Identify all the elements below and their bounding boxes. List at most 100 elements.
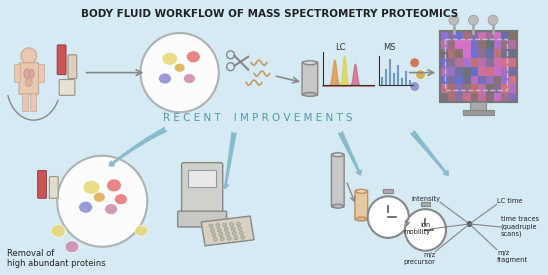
Bar bbox=[501, 31, 509, 40]
Circle shape bbox=[216, 224, 220, 227]
Bar bbox=[455, 31, 463, 40]
Ellipse shape bbox=[184, 74, 195, 84]
Circle shape bbox=[227, 236, 231, 240]
Circle shape bbox=[234, 236, 238, 240]
Bar bbox=[30, 94, 36, 111]
Text: BODY FLUID WORKFLOW OF MASS SPECTROMETRY PROTEOMICS: BODY FLUID WORKFLOW OF MASS SPECTROMETRY… bbox=[81, 9, 458, 19]
Bar bbox=[471, 67, 478, 76]
Text: Removal of
high abundant proteins: Removal of high abundant proteins bbox=[7, 249, 106, 268]
Bar bbox=[486, 84, 494, 94]
Bar bbox=[494, 94, 501, 102]
FancyBboxPatch shape bbox=[178, 211, 227, 227]
Bar bbox=[440, 31, 517, 102]
Circle shape bbox=[236, 222, 241, 226]
Bar bbox=[440, 58, 448, 67]
Bar bbox=[440, 40, 448, 49]
Text: time traces
(quadruple
scans): time traces (quadruple scans) bbox=[501, 216, 539, 237]
FancyBboxPatch shape bbox=[38, 170, 47, 198]
Bar bbox=[494, 40, 501, 49]
Bar bbox=[463, 58, 471, 67]
Text: LC time: LC time bbox=[497, 198, 522, 204]
Circle shape bbox=[238, 227, 242, 230]
Ellipse shape bbox=[29, 69, 34, 78]
Bar bbox=[14, 64, 20, 81]
Bar bbox=[448, 40, 455, 49]
Ellipse shape bbox=[24, 69, 30, 79]
Bar bbox=[478, 76, 486, 84]
Bar bbox=[509, 49, 517, 58]
Bar bbox=[471, 31, 478, 40]
Bar bbox=[448, 67, 455, 76]
Bar bbox=[494, 31, 501, 40]
Bar bbox=[189, 170, 216, 187]
Ellipse shape bbox=[94, 192, 105, 202]
Bar bbox=[501, 49, 509, 58]
Bar bbox=[471, 49, 478, 58]
Circle shape bbox=[212, 233, 216, 237]
Ellipse shape bbox=[51, 224, 66, 237]
Circle shape bbox=[140, 33, 219, 112]
Circle shape bbox=[405, 209, 446, 251]
Circle shape bbox=[230, 222, 233, 227]
Bar bbox=[445, 39, 507, 90]
Ellipse shape bbox=[115, 194, 127, 205]
Bar bbox=[471, 40, 478, 49]
Bar bbox=[494, 49, 501, 58]
Ellipse shape bbox=[174, 63, 185, 72]
Bar bbox=[455, 40, 463, 49]
Ellipse shape bbox=[107, 179, 121, 192]
Bar bbox=[509, 40, 517, 49]
Text: m/z
precursor: m/z precursor bbox=[403, 252, 435, 265]
Circle shape bbox=[220, 237, 224, 241]
Bar bbox=[463, 76, 471, 84]
Bar bbox=[448, 49, 455, 58]
Bar bbox=[501, 40, 509, 49]
Ellipse shape bbox=[333, 153, 343, 157]
Circle shape bbox=[213, 237, 218, 241]
Bar bbox=[440, 76, 448, 84]
Bar bbox=[509, 31, 517, 40]
Bar bbox=[471, 94, 478, 102]
Text: intensity: intensity bbox=[411, 196, 440, 202]
Bar bbox=[463, 84, 471, 94]
Bar bbox=[486, 49, 494, 58]
Ellipse shape bbox=[65, 241, 79, 253]
Circle shape bbox=[222, 223, 227, 227]
Ellipse shape bbox=[158, 73, 172, 84]
Circle shape bbox=[410, 81, 420, 91]
FancyBboxPatch shape bbox=[57, 45, 66, 75]
Ellipse shape bbox=[356, 189, 367, 193]
Bar bbox=[471, 58, 478, 67]
Circle shape bbox=[224, 227, 228, 232]
Bar bbox=[478, 84, 486, 94]
Circle shape bbox=[226, 232, 230, 236]
Bar bbox=[509, 76, 517, 84]
Text: MS: MS bbox=[383, 43, 396, 52]
Bar bbox=[486, 58, 494, 67]
Circle shape bbox=[209, 224, 213, 228]
Bar bbox=[478, 94, 486, 102]
FancyBboxPatch shape bbox=[302, 62, 318, 95]
Ellipse shape bbox=[303, 61, 317, 65]
Bar bbox=[440, 94, 448, 102]
Bar bbox=[486, 94, 494, 102]
Text: ion
mobility: ion mobility bbox=[403, 222, 430, 235]
Bar bbox=[494, 84, 501, 94]
Bar bbox=[440, 49, 448, 58]
Bar bbox=[455, 76, 463, 84]
Bar bbox=[455, 84, 463, 94]
Bar bbox=[420, 202, 430, 206]
Bar bbox=[448, 76, 455, 84]
Bar bbox=[501, 94, 509, 102]
Circle shape bbox=[21, 48, 37, 64]
Ellipse shape bbox=[105, 204, 117, 215]
Bar bbox=[38, 64, 43, 81]
Circle shape bbox=[210, 229, 214, 232]
Ellipse shape bbox=[162, 52, 178, 65]
Bar bbox=[501, 76, 509, 84]
Bar bbox=[478, 49, 486, 58]
Circle shape bbox=[368, 196, 409, 238]
Circle shape bbox=[467, 222, 472, 227]
Ellipse shape bbox=[135, 226, 148, 236]
Bar bbox=[486, 76, 494, 84]
